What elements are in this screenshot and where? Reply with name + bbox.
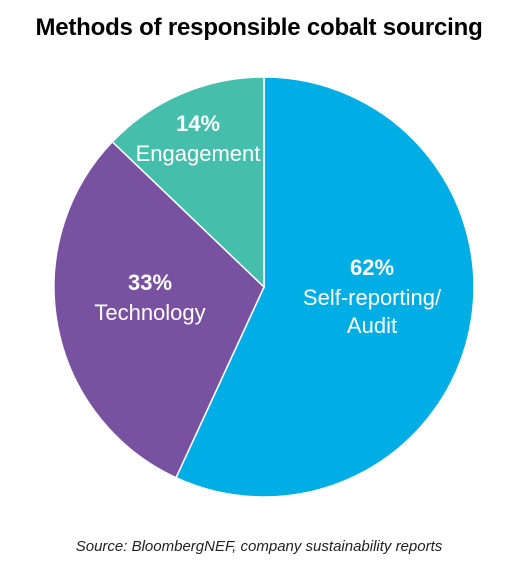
slice-percent-label-1: 62% <box>350 255 394 280</box>
slice-name-label-1-line-1: Self-reporting/ <box>303 285 442 310</box>
chart-title: Methods of responsible cobalt sourcing <box>35 14 483 41</box>
pie-slice-3 <box>111 76 265 289</box>
pie-slice-2 <box>53 140 265 479</box>
slice-percent-label-3: 14% <box>176 111 220 136</box>
pie-slice-1 <box>175 76 475 498</box>
slice-percent-label-2: 33% <box>128 270 172 295</box>
slice-name-label-3: Engagement <box>136 141 261 166</box>
chart-source: Source: BloombergNEF, company sustainabi… <box>75 538 443 555</box>
slice-name-label-1-line-2: Audit <box>347 313 397 338</box>
slice-name-label-2: Technology <box>94 300 205 325</box>
